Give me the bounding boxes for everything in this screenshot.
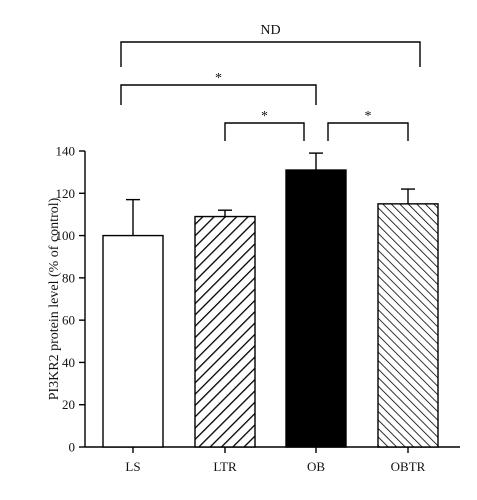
significance-label: ND	[260, 23, 280, 38]
significance-bracket	[120, 84, 317, 105]
significance-label: *	[365, 109, 372, 124]
x-category-label: LTR	[213, 459, 237, 474]
y-tick-label: 0	[69, 440, 76, 455]
significance-bracket	[327, 122, 409, 141]
y-tick-label: 140	[56, 144, 76, 159]
y-tick-label: 100	[56, 228, 76, 243]
bar-ltr	[194, 215, 256, 448]
significance-bracket	[120, 41, 421, 67]
y-axis-title: PI3KR2 protein level (% of control)	[47, 197, 62, 400]
plot-area: 0 20 40 60 80 100 120 140 LS LTR OB OBTR ND * * *	[56, 23, 460, 474]
x-category-label: OBTR	[391, 459, 426, 474]
y-tick-label: 120	[56, 186, 76, 201]
significance-label: *	[261, 109, 268, 124]
x-category-label: OB	[307, 459, 325, 474]
y-tick-label: 40	[62, 355, 75, 370]
y-tick-label: 60	[62, 313, 75, 328]
bar-ob	[285, 169, 347, 448]
bar-obtr	[377, 203, 439, 448]
y-tick-label: 20	[62, 397, 75, 412]
x-category-label: LS	[125, 459, 140, 474]
significance-bracket	[224, 122, 305, 141]
bar-ls	[102, 234, 164, 448]
y-tick-label: 80	[62, 270, 75, 285]
significance-label: *	[215, 71, 222, 86]
